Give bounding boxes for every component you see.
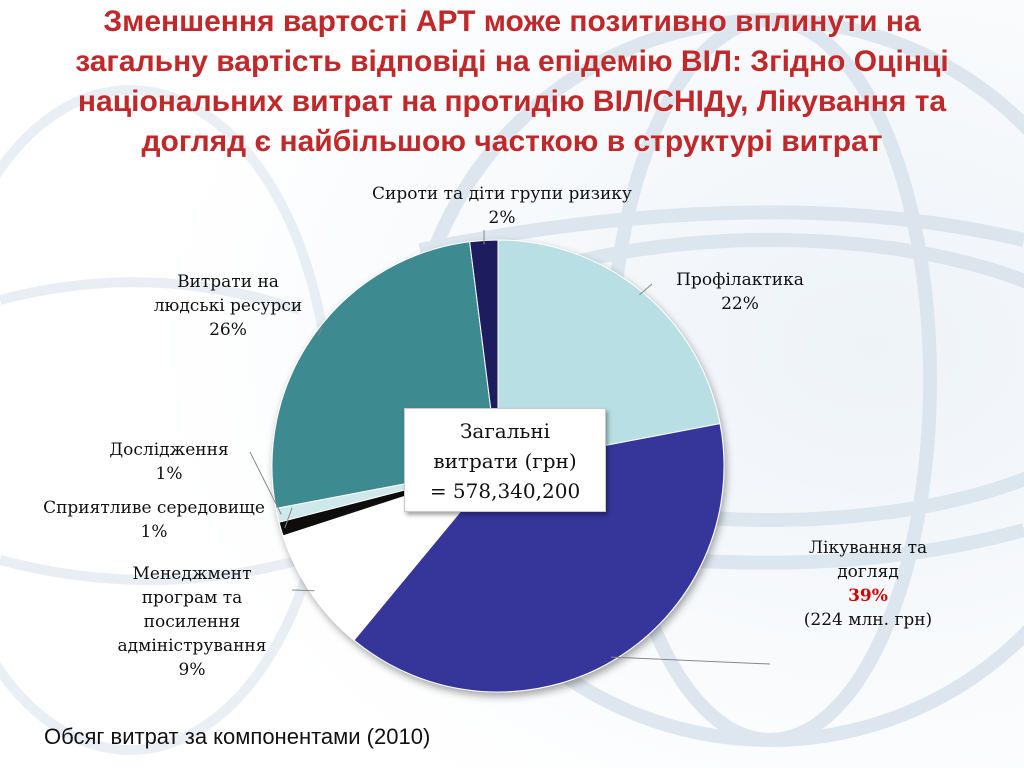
label-human-resources: Витрати на людські ресурси 26% [128, 270, 328, 342]
leader-line [639, 283, 653, 296]
leader-line [249, 451, 282, 515]
leader-line [284, 507, 293, 529]
total-line-3: = 578,340,200 [429, 479, 581, 503]
label-management-pct: 9% [178, 660, 206, 680]
label-hr-name-1: Витрати на [177, 272, 279, 292]
label-environment-pct: 1% [140, 522, 168, 542]
label-management-name-2: програм та [141, 588, 243, 608]
label-enabling-environment: Сприятливе середовище 1% [10, 496, 298, 544]
label-treatment-pct: 39% [848, 586, 888, 606]
label-management-name-1: Менеджмент [132, 564, 252, 584]
title-line-2: загальну вартість відповіді на епідемію … [75, 45, 949, 78]
label-orphans: Сироти та діти групи ризику 2% [330, 182, 674, 230]
label-orphans-name: Сироти та діти групи ризику [372, 184, 632, 204]
title-line-4: догляд є найбільшою часткою в структурі … [141, 125, 883, 158]
leader-lines [249, 229, 771, 665]
total-line-2: витрати (грн) [433, 449, 577, 473]
title-line-1: Зменшення вартості АРТ може позитивно вп… [103, 5, 921, 38]
label-management: Менеджмент програм та посилення адмініст… [92, 562, 292, 682]
label-research: Дослідження 1% [84, 438, 254, 486]
label-treatment-care: Лікування та догляд 39% (224 млн. грн) [780, 536, 956, 632]
label-management-name-3: посилення [143, 612, 241, 632]
slice-treatment-care [353, 423, 725, 693]
total-expenditure-box: Загальні витрати (грн) = 578,340,200 [404, 408, 606, 512]
label-orphans-pct: 2% [488, 208, 516, 228]
page-title: Зменшення вартості АРТ може позитивно вп… [0, 2, 1024, 162]
title-line-3: національних витрат на протидію ВІЛ/СНІД… [77, 85, 947, 118]
label-prophylaxis-name: Профілактика [676, 270, 804, 290]
label-prophylaxis-pct: 22% [721, 294, 759, 314]
leader-line [610, 656, 771, 665]
label-research-pct: 1% [155, 464, 183, 484]
label-research-name: Дослідження [109, 440, 229, 460]
total-line-1: Загальні [459, 419, 551, 443]
label-environment-name: Сприятливе середовище [43, 498, 265, 518]
label-hr-name-2: людські ресурси [153, 296, 303, 316]
label-prophylaxis: Профілактика 22% [640, 268, 840, 316]
label-treatment-note: (224 млн. грн) [803, 610, 933, 630]
label-treatment-name-1: Лікування та [808, 538, 928, 558]
label-management-name-4: адміністрування [117, 636, 267, 656]
leader-line [291, 589, 315, 592]
chart-caption: Обсяг витрат за компонентами (2010) [44, 724, 431, 749]
label-treatment-name-2: догляд [837, 562, 899, 582]
leader-line [317, 327, 323, 336]
label-hr-pct: 26% [209, 320, 247, 340]
